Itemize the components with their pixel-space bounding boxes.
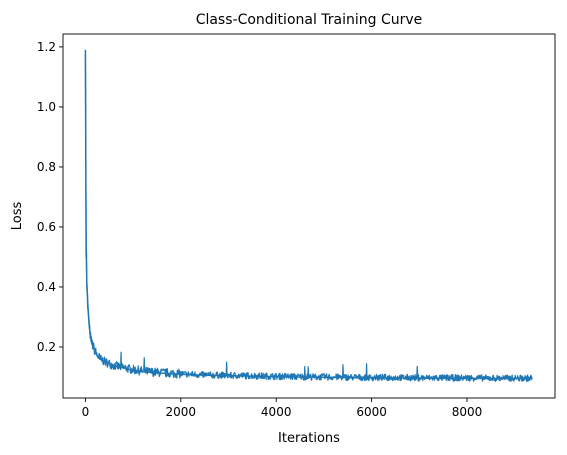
- plot-area: [84, 49, 533, 383]
- x-tick-label: 6000: [356, 405, 387, 419]
- y-tick-label: 0.8: [37, 160, 56, 174]
- x-tick-label: 2000: [166, 405, 197, 419]
- y-tick-label: 1.2: [37, 40, 56, 54]
- x-axis-label: Iterations: [278, 431, 340, 446]
- x-axis-ticks: 0 2000 4000 6000 8000: [82, 398, 483, 419]
- y-axis-ticks: 0.2 0.4 0.6 0.8 1.0 1.2: [37, 40, 63, 354]
- x-tick-label: 0: [82, 405, 90, 419]
- y-tick-label: 0.6: [37, 220, 56, 234]
- chart-title: Class-Conditional Training Curve: [196, 12, 423, 28]
- y-tick-label: 1.0: [37, 100, 56, 114]
- x-tick-label: 8000: [452, 405, 483, 419]
- x-tick-label: 4000: [261, 405, 292, 419]
- axes-frame: [62, 33, 556, 399]
- series-line: [84, 49, 533, 380]
- y-axis-label: Loss: [10, 202, 25, 231]
- y-tick-label: 0.4: [37, 280, 56, 294]
- y-tick-label: 0.2: [37, 340, 56, 354]
